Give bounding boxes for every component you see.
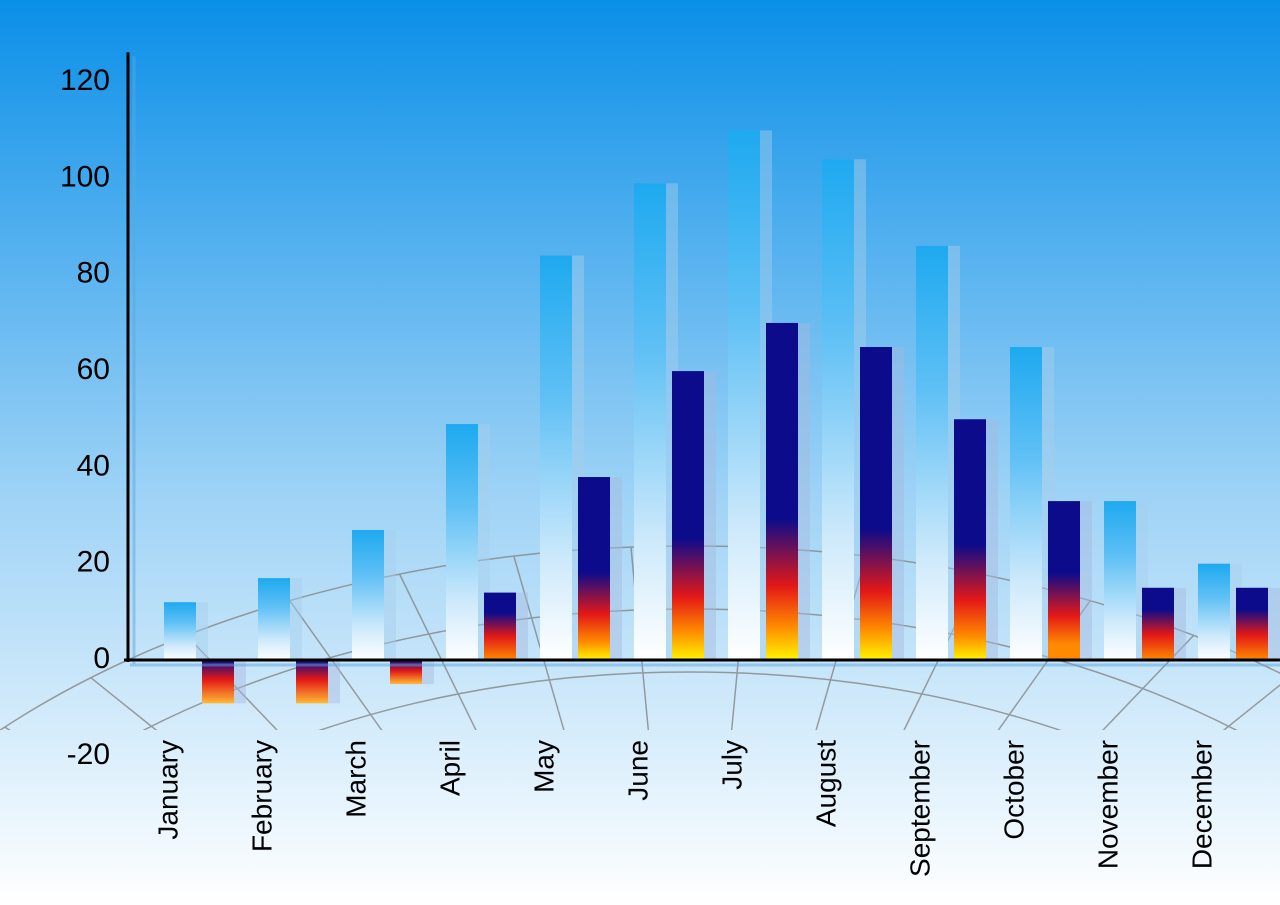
bar-series2 <box>484 593 516 660</box>
bar-series2 <box>202 660 234 703</box>
x-tick-label: October <box>998 740 1029 840</box>
x-tick-label: May <box>528 740 559 793</box>
bar-series1 <box>1010 347 1042 660</box>
x-tick-label: September <box>904 740 935 877</box>
bar-series2 <box>766 323 798 660</box>
y-tick-label: 20 <box>77 546 110 579</box>
bar-series1 <box>352 530 384 660</box>
monthly-bar-chart: -20 0 20 40 60 80 100 120 January February March A… <box>0 0 1280 905</box>
bar-series2 <box>860 347 892 660</box>
x-tick-label: March <box>340 740 371 818</box>
bar-series1 <box>446 424 478 660</box>
bar-series1 <box>1198 564 1230 660</box>
bar-series1 <box>164 602 196 660</box>
x-tick-label: December <box>1186 740 1217 869</box>
y-tick-label: -20 <box>67 738 110 771</box>
x-tick-label: April <box>434 740 465 796</box>
bar-series2 <box>672 371 704 660</box>
y-tick-label: 120 <box>60 64 110 97</box>
bar-series1 <box>916 246 948 660</box>
chart-container: -20 0 20 40 60 80 100 120 January February March A… <box>0 0 1280 905</box>
bar-series1 <box>540 256 572 660</box>
bar-series1 <box>258 578 290 660</box>
x-tick-label: February <box>246 740 277 852</box>
y-tick-label: 100 <box>60 160 110 193</box>
bar-series2 <box>1142 588 1174 660</box>
x-tick-label: January <box>152 740 183 840</box>
bar-series2 <box>1048 501 1080 660</box>
y-tick-label: 0 <box>93 642 110 675</box>
y-tick-label: 80 <box>77 257 110 290</box>
y-tick-label: 60 <box>77 353 110 386</box>
bar-series2 <box>954 419 986 660</box>
bar-series1 <box>822 159 854 660</box>
x-tick-label: August <box>810 740 841 827</box>
bar-series2 <box>1236 588 1268 660</box>
x-tick-label: June <box>622 740 653 801</box>
x-tick-label: July <box>716 740 747 790</box>
x-tick-label: November <box>1092 740 1123 869</box>
bar-series2 <box>578 477 610 660</box>
bar-series2 <box>296 660 328 703</box>
bar-series1 <box>728 130 760 660</box>
y-tick-label: 40 <box>77 449 110 482</box>
bar-series1 <box>1104 501 1136 660</box>
bar-series1 <box>634 183 666 660</box>
